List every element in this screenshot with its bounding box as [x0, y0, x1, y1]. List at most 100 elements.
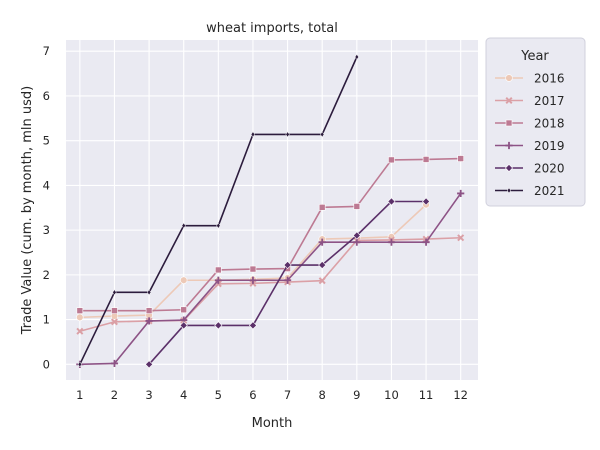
data-point — [250, 131, 256, 138]
series-layer — [76, 53, 465, 369]
data-point — [146, 289, 152, 296]
grid — [66, 40, 478, 380]
data-point — [145, 307, 153, 314]
data-point — [504, 163, 514, 173]
data-point — [248, 321, 257, 330]
legend-label: 2021 — [534, 184, 565, 198]
x-tick-label: 7 — [284, 388, 291, 402]
data-point — [76, 313, 84, 322]
data-point — [506, 187, 512, 194]
data-point — [216, 222, 221, 229]
data-point — [76, 307, 84, 314]
legend-item-2021: 2021 — [495, 184, 565, 198]
y-tick-label: 0 — [43, 357, 50, 371]
data-point — [180, 306, 188, 314]
legend-item-2016: 2016 — [495, 72, 565, 86]
legend-item-2017: 2017 — [495, 94, 565, 108]
y-tick-label: 4 — [43, 178, 50, 192]
series-2020 — [145, 197, 431, 369]
series-line — [79, 157, 461, 312]
data-point — [214, 321, 223, 330]
y-tick-label: 6 — [43, 89, 50, 103]
x-tick-label: 9 — [353, 388, 360, 402]
x-axis: 1 2 3 4 5 6 7 8 9 10 11 12 — [76, 388, 468, 402]
legend-items: 2016 2017 2018 2019 2020 2021 — [495, 72, 565, 198]
x-axis-title: Month — [252, 416, 293, 431]
x-tick-label: 10 — [384, 388, 399, 402]
legend-label: 2017 — [534, 94, 565, 108]
data-point — [353, 238, 361, 246]
y-axis-title: Trade Value (cum. by month, mln usd) — [20, 86, 35, 335]
data-point — [111, 307, 118, 314]
data-point — [320, 131, 325, 138]
x-tick-label: 11 — [419, 388, 434, 402]
series-2019 — [76, 189, 465, 368]
data-point — [180, 276, 188, 284]
data-point — [422, 156, 430, 163]
data-point — [145, 317, 153, 325]
y-axis: 0 1 2 3 4 5 6 7 — [43, 44, 50, 371]
x-tick-label: 3 — [145, 388, 152, 402]
data-point — [318, 277, 326, 285]
series-2021 — [77, 53, 359, 368]
x-tick-label: 4 — [180, 388, 187, 402]
chart-title: wheat imports, total — [206, 21, 338, 36]
legend-title: Year — [520, 49, 549, 64]
y-tick-label: 5 — [43, 134, 50, 148]
legend-item-2019: 2019 — [495, 139, 565, 153]
legend-label: 2020 — [534, 162, 565, 176]
data-point — [214, 276, 222, 284]
plot-background — [66, 40, 478, 380]
y-tick-label: 3 — [43, 223, 50, 237]
legend-item-2020: 2020 — [495, 162, 565, 176]
data-point — [283, 261, 292, 270]
data-point — [505, 74, 513, 82]
data-point — [285, 131, 290, 138]
data-point — [77, 361, 82, 368]
y-tick-label: 1 — [43, 313, 50, 327]
data-point — [388, 156, 395, 164]
x-tick-label: 1 — [76, 388, 83, 402]
series-line — [79, 236, 461, 333]
data-point — [145, 360, 154, 369]
data-point — [354, 53, 359, 61]
data-point — [353, 203, 361, 210]
legend-label: 2019 — [534, 139, 565, 153]
legend-label: 2016 — [534, 72, 565, 86]
data-point — [387, 197, 396, 206]
legend: Year 2016 2017 2018 2019 2020 2021 — [485, 37, 586, 207]
x-tick-label: 12 — [453, 388, 468, 402]
data-point — [249, 276, 257, 284]
x-tick-label: 2 — [111, 388, 118, 402]
data-point — [318, 238, 326, 246]
x-tick-label: 8 — [319, 388, 326, 402]
data-point — [112, 289, 117, 296]
data-point — [505, 119, 513, 127]
data-point — [76, 327, 84, 335]
data-point — [457, 234, 465, 242]
data-point — [283, 276, 292, 284]
data-point — [179, 321, 188, 330]
y-tick-label: 7 — [43, 44, 50, 58]
y-tick-label: 2 — [43, 268, 50, 282]
legend-label: 2018 — [534, 117, 565, 131]
data-point — [110, 359, 119, 368]
data-point — [110, 318, 118, 326]
series-line — [79, 192, 462, 366]
data-point — [387, 238, 396, 246]
data-point — [505, 96, 513, 105]
data-point — [249, 265, 257, 273]
data-point — [422, 238, 430, 246]
x-tick-label: 5 — [215, 388, 222, 402]
data-point — [422, 197, 431, 206]
data-point — [181, 222, 186, 229]
data-point — [215, 266, 222, 274]
data-point — [457, 155, 464, 162]
legend-item-2018: 2018 — [495, 117, 565, 131]
data-point — [318, 261, 327, 270]
data-point — [457, 189, 465, 198]
data-point — [318, 204, 326, 211]
data-point — [505, 141, 513, 150]
series-2018 — [76, 155, 464, 314]
